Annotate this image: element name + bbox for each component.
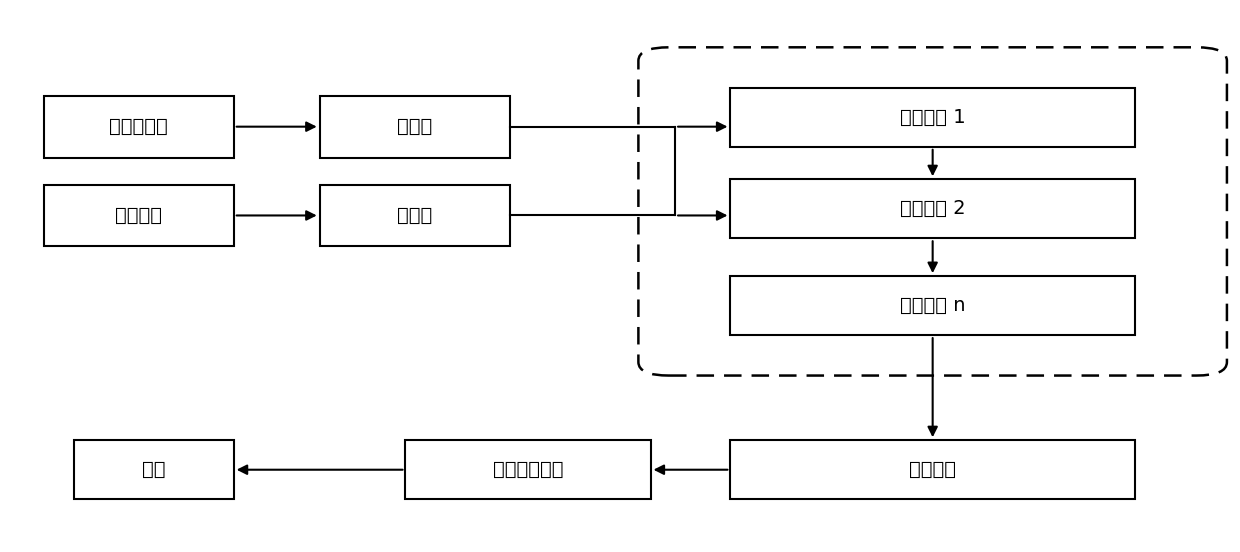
Text: 反应模块 2: 反应模块 2 — [900, 199, 966, 218]
FancyBboxPatch shape — [730, 276, 1135, 335]
FancyBboxPatch shape — [320, 184, 510, 246]
Text: 反应模块 n: 反应模块 n — [900, 296, 966, 315]
Text: 成品: 成品 — [143, 460, 166, 479]
FancyBboxPatch shape — [74, 440, 234, 500]
Text: 计量泵: 计量泵 — [397, 117, 433, 136]
FancyBboxPatch shape — [320, 95, 510, 158]
Text: 异山梨醇液: 异山梨醇液 — [109, 117, 169, 136]
Text: 淤灭反应: 淤灭反应 — [909, 460, 956, 479]
FancyBboxPatch shape — [730, 179, 1135, 238]
FancyBboxPatch shape — [405, 440, 651, 500]
Text: 硝化试剂: 硝化试剂 — [115, 206, 162, 225]
Text: 计量泵: 计量泵 — [397, 206, 433, 225]
FancyBboxPatch shape — [43, 184, 234, 246]
FancyBboxPatch shape — [43, 95, 234, 158]
FancyBboxPatch shape — [730, 88, 1135, 147]
Text: 后处理、精制: 后处理、精制 — [492, 460, 563, 479]
FancyBboxPatch shape — [730, 440, 1135, 500]
Text: 反应模块 1: 反应模块 1 — [900, 108, 966, 127]
